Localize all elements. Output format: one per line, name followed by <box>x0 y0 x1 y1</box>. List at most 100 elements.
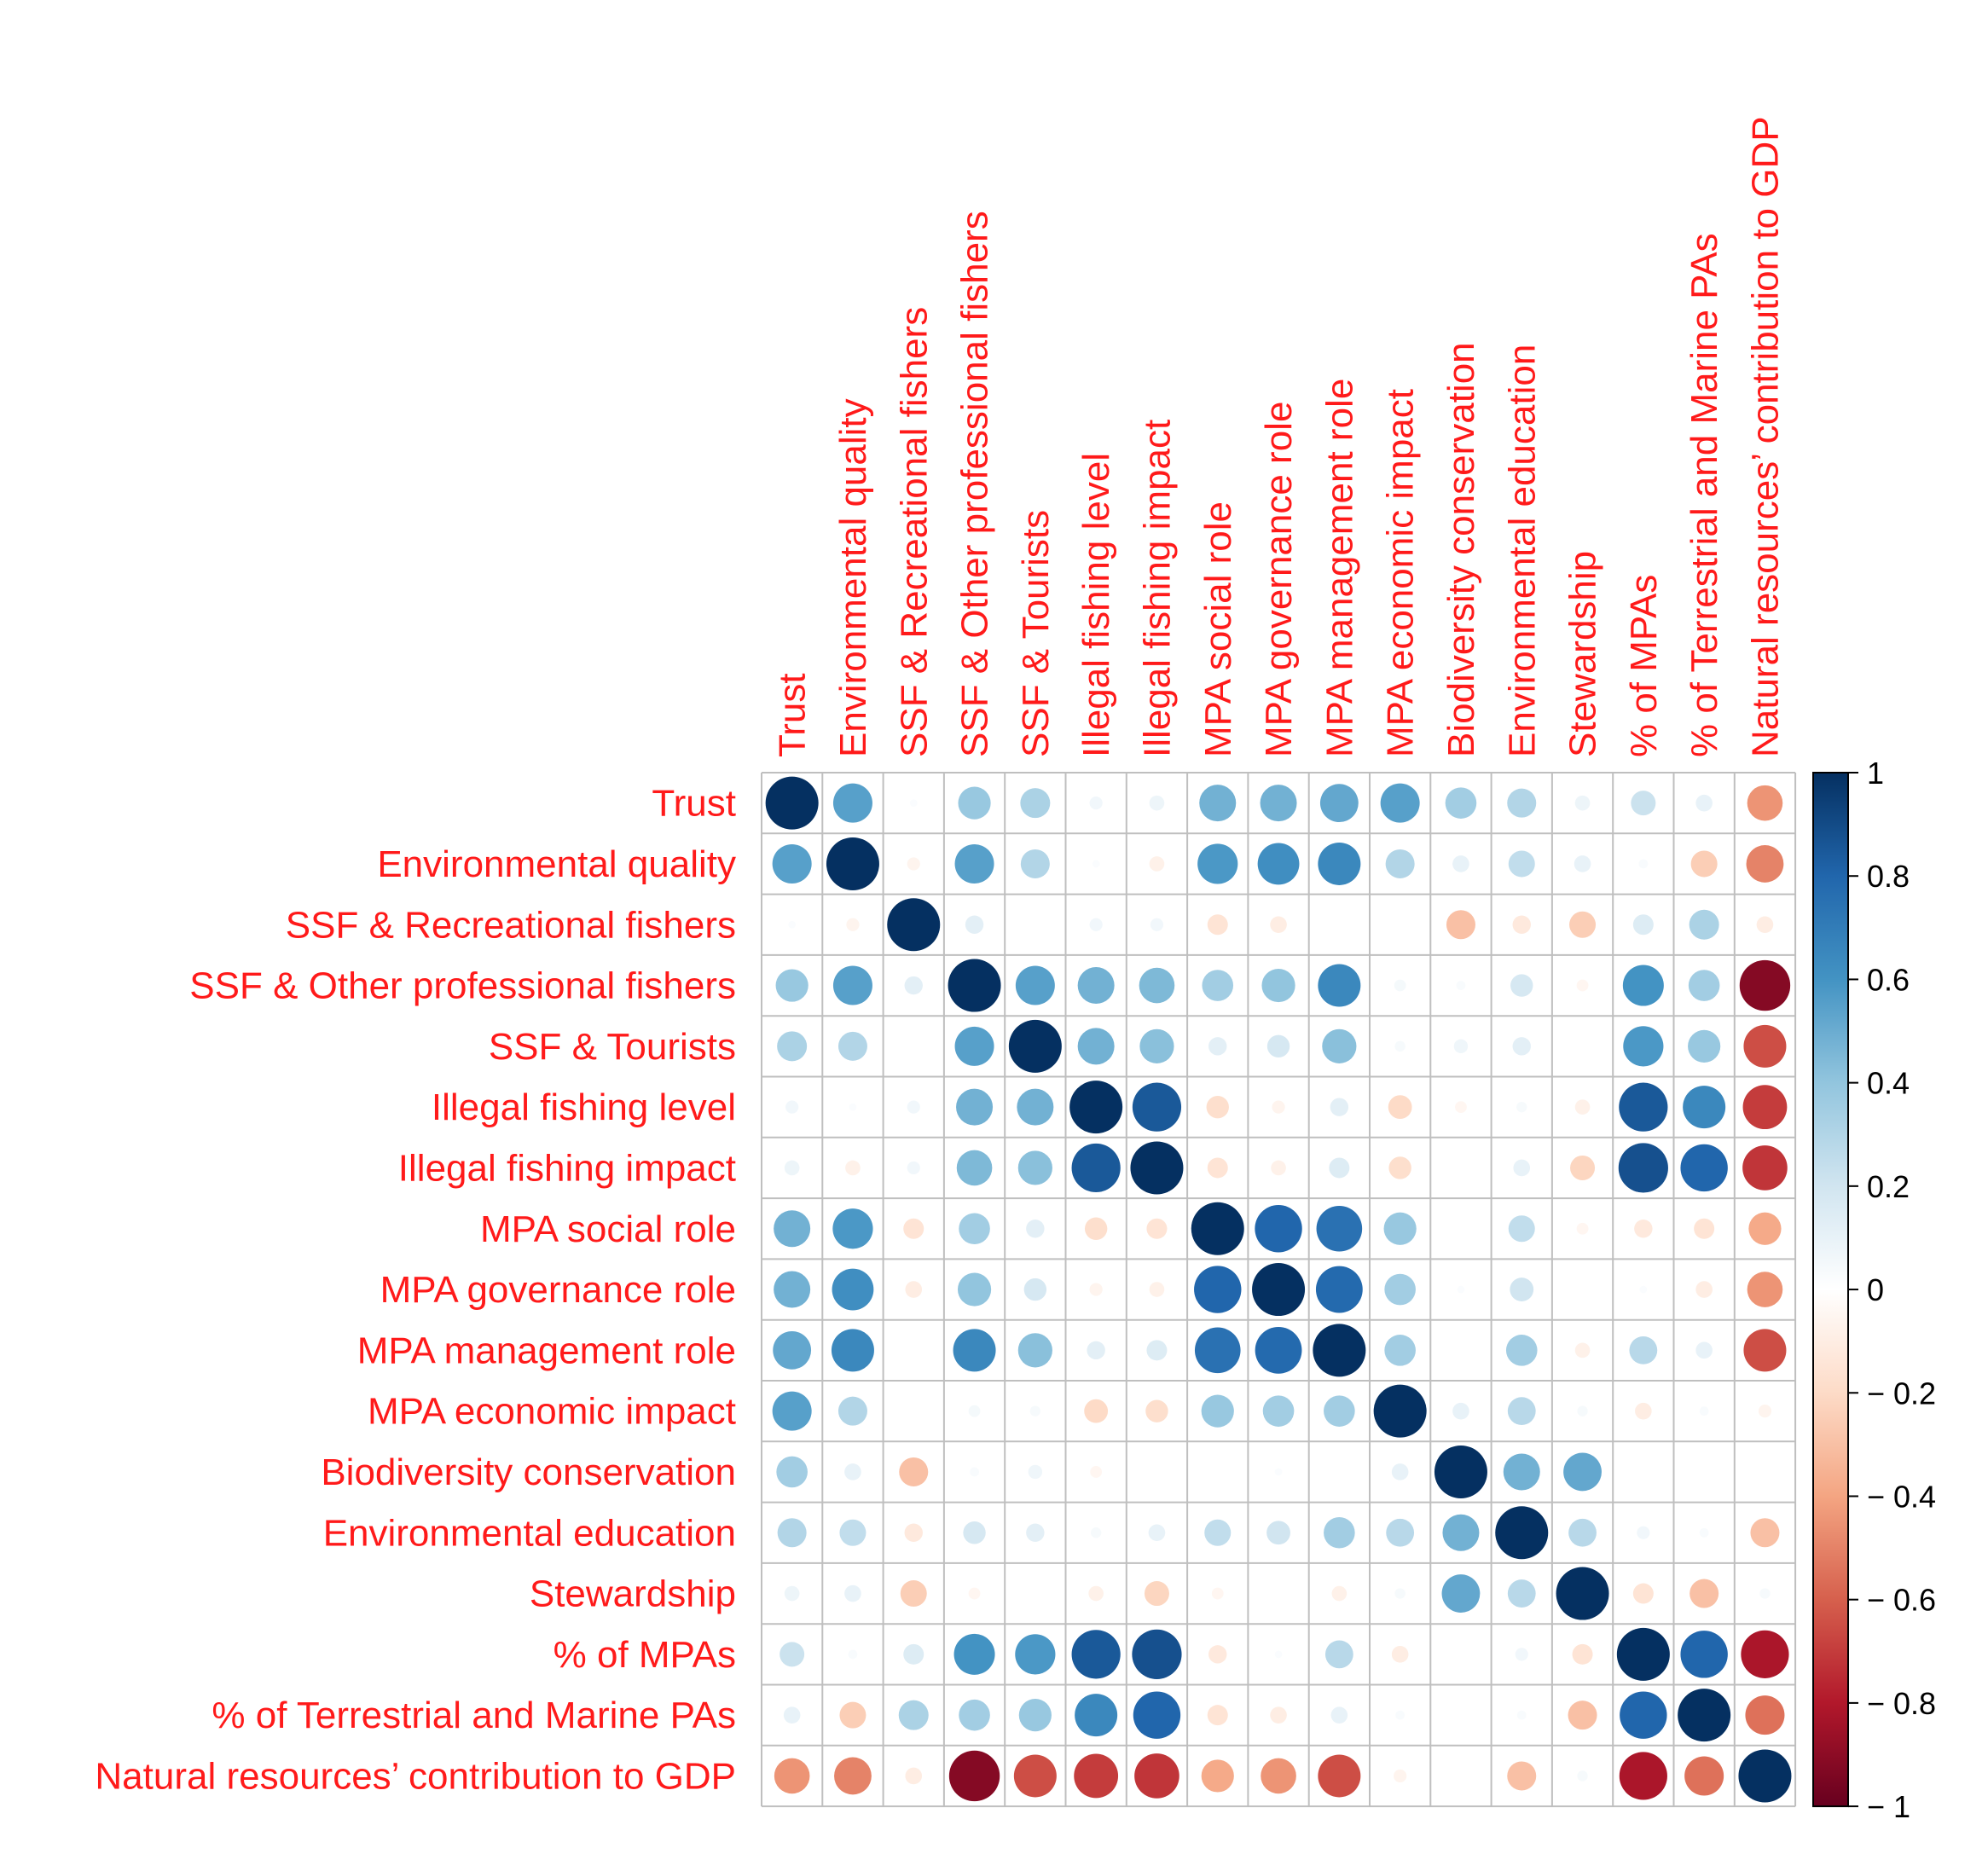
correlation-circle <box>1507 1761 1537 1791</box>
correlation-circle <box>1688 970 1720 1001</box>
correlation-circle <box>1620 1691 1667 1739</box>
column-label: MPA social role <box>1197 501 1239 757</box>
correlation-circle <box>956 1088 994 1126</box>
correlation-circle <box>1077 1028 1115 1065</box>
correlation-circle <box>904 976 923 995</box>
correlation-circle <box>1148 1524 1166 1542</box>
colorbar-tick-label: − 0.4 <box>1867 1479 1936 1514</box>
correlation-circle <box>1260 785 1297 822</box>
correlation-circle <box>1015 965 1055 1005</box>
column-label: Illegal fishing level <box>1075 453 1117 757</box>
column-label: Biodiversity conservation <box>1440 342 1482 757</box>
correlation-circle <box>1680 1631 1728 1678</box>
correlation-circle <box>1516 1101 1527 1113</box>
correlation-circle <box>1330 1706 1348 1724</box>
correlation-circle <box>1373 1384 1427 1438</box>
correlation-circle <box>1453 1039 1469 1054</box>
correlation-circle <box>788 920 797 929</box>
correlation-circle <box>1743 1329 1787 1372</box>
correlation-circle <box>1088 1585 1104 1602</box>
correlation-circle <box>1324 1640 1353 1669</box>
correlation-circle <box>1315 1266 1363 1313</box>
correlation-circle <box>1146 1218 1168 1239</box>
correlation-circle <box>1576 1222 1589 1235</box>
correlation-circle <box>957 1272 992 1306</box>
correlation-circle <box>1741 1630 1789 1678</box>
correlation-circle <box>773 1330 812 1370</box>
colorbar-tick-label: 0.2 <box>1867 1169 1910 1204</box>
correlation-circle <box>1020 849 1050 878</box>
correlation-circle <box>765 776 819 830</box>
correlation-circle <box>1570 1155 1596 1180</box>
correlation-circle <box>1632 914 1654 936</box>
correlation-circle <box>1383 1212 1417 1245</box>
column-label: SSF & Recreational fishers <box>893 307 935 757</box>
correlation-circle <box>1507 788 1537 818</box>
correlation-circle <box>834 1757 872 1795</box>
column-label: SSF & Tourists <box>1015 510 1057 757</box>
correlation-circle <box>1191 1202 1244 1255</box>
correlation-circle <box>846 918 860 931</box>
correlation-circle <box>784 1585 800 1602</box>
correlation-circle <box>1634 1220 1653 1238</box>
correlation-circle <box>1329 1157 1350 1179</box>
column-label: Trust <box>772 673 814 757</box>
correlation-circle <box>1742 1145 1788 1191</box>
correlation-circle <box>1631 791 1656 816</box>
correlation-circle <box>1574 855 1591 872</box>
row-label: MPA governance role <box>380 1269 736 1311</box>
correlation-circle <box>1699 1527 1709 1538</box>
correlation-circle <box>1090 1527 1102 1538</box>
correlation-circle <box>1313 1324 1366 1377</box>
correlation-circle <box>774 1210 811 1248</box>
correlation-circle <box>1199 785 1237 822</box>
correlation-circle <box>1689 909 1719 940</box>
correlation-circle <box>1747 1272 1783 1307</box>
correlation-circle <box>1512 915 1531 934</box>
correlation-circle <box>1572 1643 1593 1665</box>
correlation-circle <box>1084 1399 1109 1423</box>
correlation-circle <box>899 1457 929 1486</box>
colorbar-tick-label: 0.6 <box>1867 962 1910 997</box>
colorbar-tick-label: 0.8 <box>1867 859 1910 894</box>
correlation-circle <box>832 1208 873 1249</box>
correlation-circle <box>1262 1395 1295 1427</box>
correlation-circle <box>1515 1648 1528 1661</box>
correlation-circle <box>1020 788 1051 819</box>
correlation-circle <box>1132 1629 1182 1679</box>
correlation-circle <box>1391 1646 1409 1663</box>
column-label: Illegal fishing impact <box>1136 420 1178 757</box>
correlation-circle <box>1445 787 1477 819</box>
correlation-circle <box>1017 1150 1052 1185</box>
row-label: Biodiversity conservation <box>321 1451 736 1493</box>
correlation-circle <box>1130 1141 1184 1195</box>
correlation-circle <box>1318 842 1361 885</box>
correlation-circle <box>959 1699 990 1731</box>
correlation-circle <box>1508 1215 1535 1243</box>
correlation-circle <box>774 1271 811 1308</box>
colorbar-tick-label: 1 <box>1867 756 1884 791</box>
row-label: % of Terrestrial and Marine PAs <box>212 1695 736 1736</box>
correlation-circle <box>1207 1157 1228 1179</box>
row-label: Stewardship <box>530 1573 736 1615</box>
correlation-circle <box>1274 1468 1283 1476</box>
correlation-circle <box>1071 1630 1121 1679</box>
correlation-circle <box>1629 1335 1658 1364</box>
correlation-circle <box>1330 1098 1349 1116</box>
correlation-circle <box>968 1587 981 1600</box>
correlation-circle <box>1149 1282 1165 1297</box>
correlation-circle <box>1507 1579 1536 1608</box>
correlation-circle <box>1699 1406 1709 1417</box>
correlation-circle <box>783 1706 801 1724</box>
correlation-circle <box>845 1160 861 1176</box>
correlation-circle <box>953 1633 995 1675</box>
correlation-circle <box>1134 1753 1179 1799</box>
correlation-circle <box>1563 1452 1602 1492</box>
colorbar <box>1812 772 1849 1808</box>
colorbar-tick-label: − 0.2 <box>1867 1376 1936 1411</box>
correlation-circle <box>826 837 879 890</box>
correlation-circle <box>1318 964 1361 1007</box>
correlation-circle <box>1271 1160 1286 1176</box>
correlation-circle <box>1759 1588 1771 1599</box>
row-label: MPA social role <box>480 1208 736 1250</box>
